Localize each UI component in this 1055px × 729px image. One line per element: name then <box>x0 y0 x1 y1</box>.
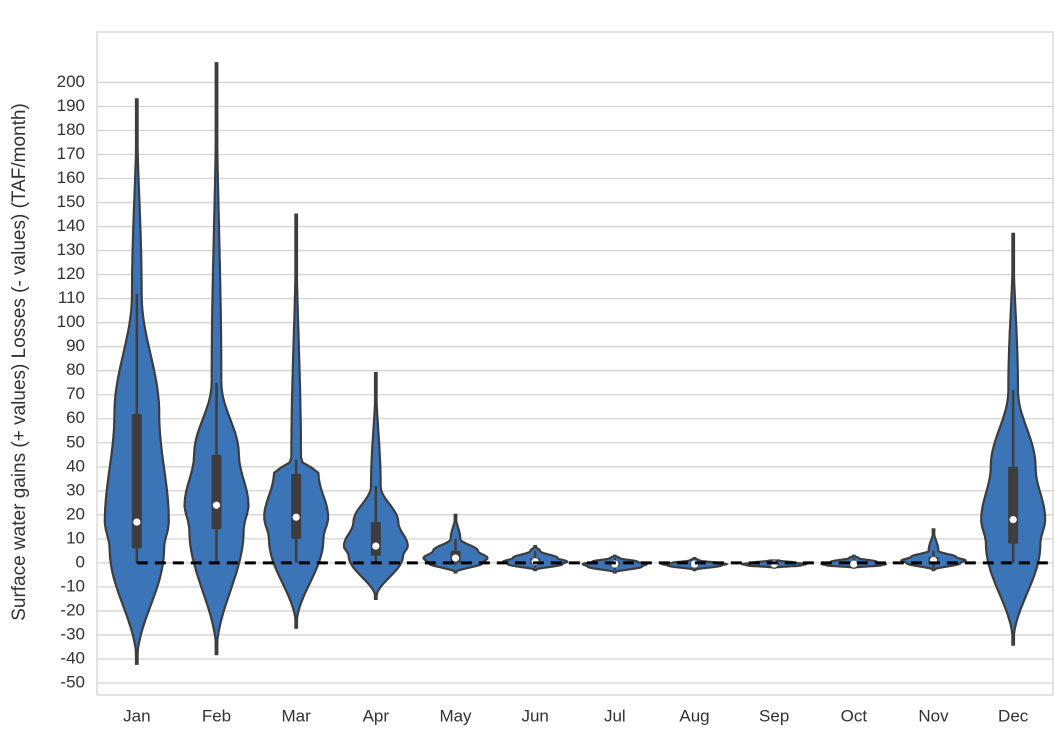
y-axis-label: Surface water gains (+ values) Losses (-… <box>9 103 30 621</box>
median-dot <box>372 542 380 550</box>
violin-body <box>342 372 409 600</box>
y-tick-label: -50 <box>60 672 85 691</box>
y-tick-label: -40 <box>60 648 85 667</box>
y-tick-label: 80 <box>66 360 85 379</box>
plot-frame <box>96 31 1054 696</box>
y-tick-label: 10 <box>66 528 85 547</box>
x-tick-label: Mar <box>282 706 312 725</box>
y-tick-label: 180 <box>57 120 85 139</box>
y-tick-label: 100 <box>57 312 85 331</box>
y-tick-label: 120 <box>57 264 85 283</box>
iqr-box <box>370 522 381 556</box>
iqr-box <box>211 454 222 530</box>
y-tick-label: 60 <box>66 408 85 427</box>
violin-body <box>183 62 250 656</box>
iqr-box <box>1008 466 1019 544</box>
y-tick-label: 110 <box>58 288 85 307</box>
x-tick-label: Apr <box>363 706 390 725</box>
x-tick-label: Jan <box>123 706 150 725</box>
y-tick-label: 140 <box>57 216 85 235</box>
y-tick-label: 0 <box>76 552 85 571</box>
y-tick-label: 150 <box>57 192 85 211</box>
y-tick-label: 200 <box>57 72 85 91</box>
y-tick-label: 130 <box>57 240 85 259</box>
x-tick-label: Sep <box>759 706 789 725</box>
y-tick-label: -10 <box>60 576 85 595</box>
y-tick-label: 190 <box>57 96 85 115</box>
x-tick-label: Aug <box>679 706 709 725</box>
y-tick-label: 50 <box>66 432 85 451</box>
y-tick-label: 40 <box>66 456 85 475</box>
y-tick-label: 70 <box>66 384 85 403</box>
iqr-box <box>131 413 142 549</box>
x-tick-label: Oct <box>841 706 868 725</box>
median-dot <box>212 501 221 509</box>
y-tick-label: 30 <box>66 480 85 499</box>
median-dot <box>451 554 460 562</box>
y-tick-label: 90 <box>66 336 85 355</box>
y-tick-label: 160 <box>57 168 85 187</box>
median-dot <box>292 513 300 521</box>
y-tick-label: -30 <box>60 624 85 643</box>
x-tick-label: Dec <box>998 706 1029 725</box>
violin-body <box>263 213 330 629</box>
y-tick-label: 20 <box>66 504 85 523</box>
y-tick-label: 170 <box>57 144 85 163</box>
violin-body <box>899 528 968 572</box>
x-tick-label: Jul <box>604 706 626 725</box>
x-tick-label: Feb <box>202 706 231 725</box>
x-tick-label: Jun <box>521 706 548 725</box>
median-dot <box>850 560 858 568</box>
median-dot <box>133 518 141 526</box>
x-tick-label: Nov <box>918 706 949 725</box>
y-tick-label: -20 <box>60 600 85 619</box>
x-tick-label: May <box>439 706 472 725</box>
median-dot <box>1009 516 1017 524</box>
iqr-box <box>291 474 302 539</box>
